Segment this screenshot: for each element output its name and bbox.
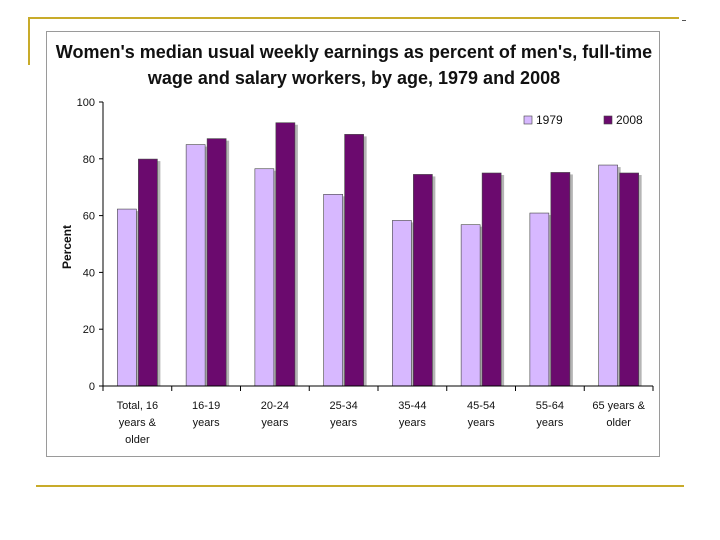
x-tick-label: years (261, 417, 288, 429)
corner-tick (682, 20, 686, 21)
y-tick-label: 60 (83, 211, 95, 223)
x-tick-label: older (125, 434, 150, 446)
bar-2008-0 (138, 158, 158, 387)
x-tick-label: older (606, 417, 631, 429)
x-tick-label: Total, 16 (117, 400, 159, 412)
y-tick-label: 80 (83, 154, 95, 166)
bar-1979-5 (460, 224, 481, 387)
chart-title-line-1: Women's median usual weekly earnings as … (56, 42, 652, 62)
y-tick-label: 0 (89, 381, 95, 393)
x-tick-label: years (193, 417, 220, 429)
y-tick-label: 40 (83, 267, 95, 279)
bars (117, 122, 642, 387)
y-tick-label: 20 (83, 324, 95, 336)
x-tick-label: years & (119, 417, 157, 429)
bar-2008-2 (275, 122, 296, 387)
bar-1979-1 (185, 144, 206, 387)
bar-chart: Women's median usual weekly earnings as … (56, 42, 654, 446)
x-tick-label: years (468, 417, 495, 429)
x-tick-label: years (536, 417, 563, 429)
x-tick-labels: Total, 16 years & older 16-19 years 20-24 year… (117, 400, 646, 446)
bar-1979-3 (323, 194, 343, 387)
legend-swatch-2008 (603, 115, 613, 125)
chart-title-line-2: wage and salary workers, by age, 1979 an… (147, 68, 560, 88)
bar-1979-6 (529, 212, 550, 387)
bar-1979-4 (392, 220, 412, 387)
x-tick-label: years (399, 417, 426, 429)
axes (102, 102, 654, 391)
y-ticks: 0 20 40 60 80 100 (77, 97, 103, 393)
bar-1979-2 (254, 168, 275, 387)
bar-1979-7 (598, 164, 618, 387)
legend-swatch-1979 (523, 115, 533, 125)
chart-frame: Women's median usual weekly earnings as … (46, 31, 660, 457)
x-tick-label: 45-54 (467, 400, 495, 412)
bar-2008-5 (481, 172, 502, 387)
x-tick-label: 16-19 (192, 400, 220, 412)
bar-2008-4 (413, 174, 433, 387)
x-tick-label: 65 years & (592, 400, 645, 412)
bar-2008-1 (206, 138, 227, 387)
x-tick-label: 20-24 (261, 400, 289, 412)
bar-2008-3 (344, 134, 364, 387)
x-tick-label: years (330, 417, 357, 429)
x-tick-label: 55-64 (536, 400, 564, 412)
bottom-gold-rule (36, 485, 684, 487)
legend: 1979 2008 (523, 113, 643, 127)
legend-label-2008: 2008 (616, 113, 643, 127)
bar-2008-6 (550, 172, 571, 387)
x-tick-label: 25-34 (330, 400, 358, 412)
bar-2008-7 (619, 172, 639, 387)
y-tick-label: 100 (77, 97, 95, 109)
bar-1979-0 (117, 208, 137, 387)
x-tick-label: 35-44 (398, 400, 426, 412)
left-gold-rule (28, 17, 30, 65)
y-axis-label: Percent (60, 225, 74, 269)
top-gold-rule (28, 17, 679, 19)
legend-label-1979: 1979 (536, 113, 563, 127)
